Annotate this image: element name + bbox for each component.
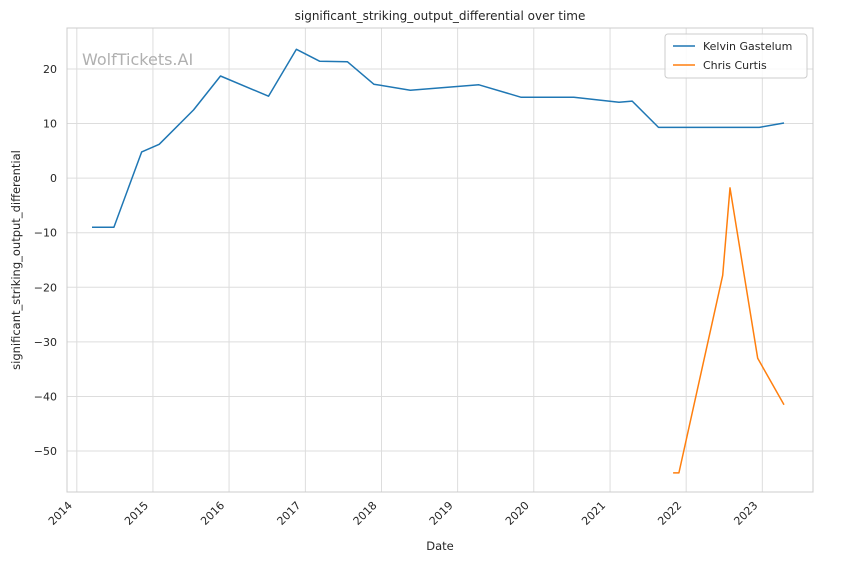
- legend-label: Kelvin Gastelum: [703, 40, 792, 53]
- legend-label: Chris Curtis: [703, 59, 767, 72]
- chart-title: significant_striking_output_differential…: [295, 9, 586, 23]
- legend-box: [664, 33, 808, 79]
- series-line-1: [92, 48, 785, 228]
- y-tick-label: 10: [43, 118, 57, 131]
- watermark: WolfTickets.AI: [82, 50, 193, 69]
- plot-area: [66, 27, 814, 493]
- legend: Kelvin Gastelum Chris Curtis: [664, 33, 808, 79]
- y-tick-label: −30: [34, 336, 57, 349]
- y-tick-label: 0: [50, 172, 57, 185]
- y-axis-ticks: 20 10 0 −10 −20 −30 −40 −50: [34, 63, 57, 458]
- y-tick-label: −50: [34, 445, 57, 458]
- y-tick-label: −10: [34, 227, 57, 240]
- y-tick-label: 20: [43, 63, 57, 76]
- series-lines: [92, 48, 785, 474]
- y-axis-title: significant_striking_output_differential: [9, 150, 23, 370]
- y-tick-label: −20: [34, 281, 57, 294]
- x-axis-title: Date: [426, 539, 454, 553]
- series-line-2: [673, 187, 785, 474]
- grid-lines: [67, 28, 813, 492]
- y-tick-label: −40: [34, 390, 57, 403]
